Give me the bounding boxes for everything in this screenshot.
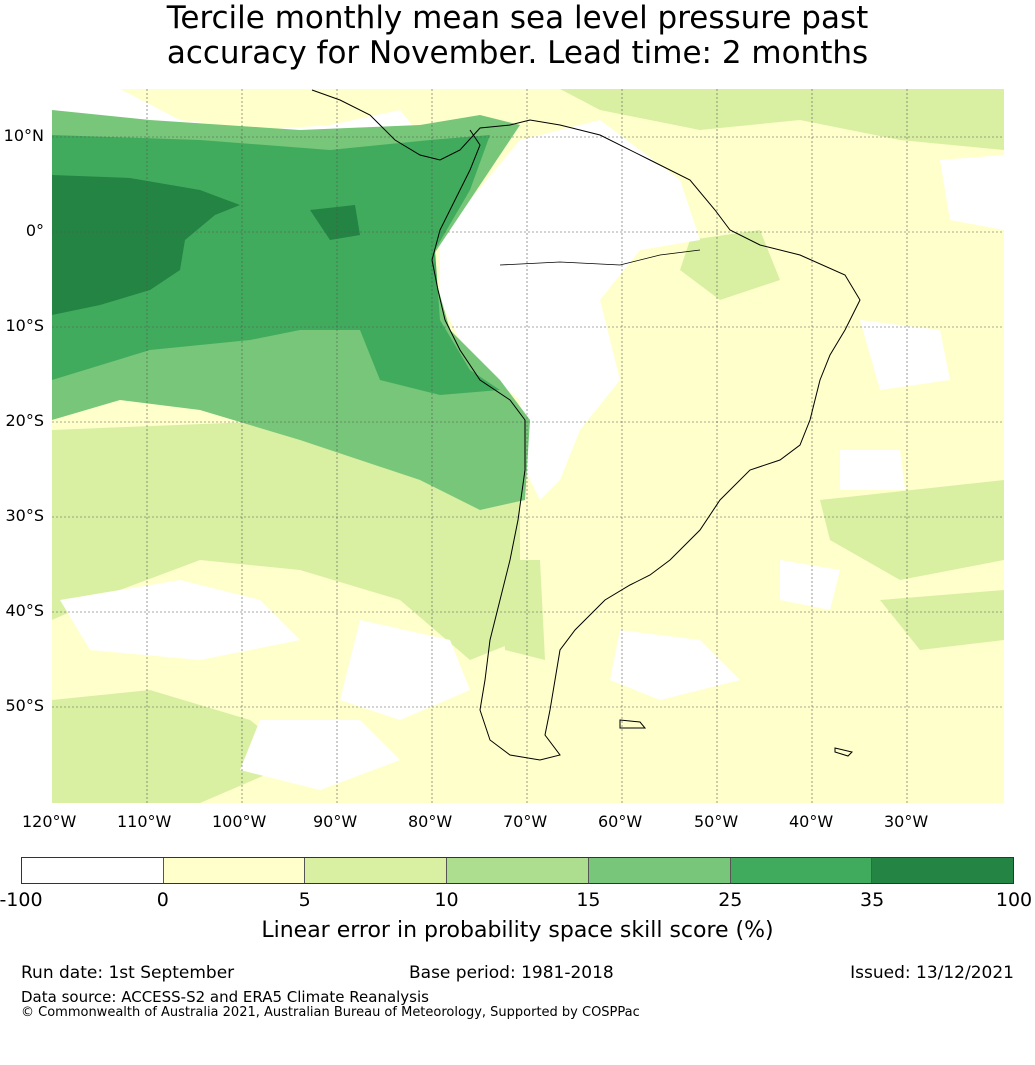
falkland-islands: [619, 719, 647, 729]
colorbar-segment-0: [22, 858, 164, 883]
colorbar-tick-6: 35: [860, 889, 885, 911]
lat-tick-50s: 50°S: [5, 696, 44, 715]
lat-tick-20s: 20°S: [5, 411, 44, 430]
lat-tick-40s: 40°S: [5, 601, 44, 620]
lon-tick-110w: 110°W: [117, 812, 172, 831]
colorbar-tick-0: -100: [0, 889, 43, 911]
colorbar-tick-2: 5: [298, 889, 311, 911]
lon-tick-100w: 100°W: [212, 812, 267, 831]
data-source: Data source: ACCESS-S2 and ERA5 Climate …: [21, 988, 429, 1006]
colorbar-tick-3: 10: [434, 889, 459, 911]
lon-tick-50w: 50°W: [694, 812, 739, 831]
lon-tick-90w: 90°W: [313, 812, 358, 831]
colorbar-tick-4: 15: [576, 889, 601, 911]
south-georgia: [834, 747, 853, 757]
colorbar-segment-2: [305, 858, 448, 883]
run-date: Run date: 1st September: [21, 963, 235, 983]
colorbar-segment-1: [163, 858, 306, 883]
colorbar-segment-5: [730, 858, 873, 883]
map-title-line-1: Tercile monthly mean sea level pressure …: [166, 0, 869, 36]
lat-tick-30s: 30°S: [5, 506, 44, 525]
colorbar-segment-4: [588, 858, 731, 883]
amazon-river: [499, 249, 701, 266]
colorbar-tick-1: 0: [156, 889, 169, 911]
colorbar-segment-3: [447, 858, 589, 883]
map-gridlines: [52, 89, 1004, 803]
skill-patch-35-100: [310, 205, 360, 240]
lat-tick-10s: 10°S: [5, 316, 44, 335]
base-period: Base period: 1981-2018: [409, 963, 614, 983]
colorbar-label: Linear error in probability space skill …: [261, 918, 774, 943]
colorbar-tick-5: 25: [718, 889, 743, 911]
colorbar: [21, 857, 1014, 884]
lon-tick-30w: 30°W: [884, 812, 929, 831]
lon-tick-80w: 80°W: [408, 812, 453, 831]
colorbar-segment-6: [872, 858, 1014, 883]
lat-tick-10n: 10°N: [3, 126, 44, 145]
map-title-line-2: accuracy for November. Lead time: 2 mont…: [166, 35, 869, 71]
lon-tick-70w: 70°W: [503, 812, 548, 831]
south-america-coastline: [311, 89, 861, 761]
skill-band-35-100: [52, 175, 240, 315]
lon-tick-40w: 40°W: [789, 812, 834, 831]
lon-tick-60w: 60°W: [598, 812, 643, 831]
issued-date: Issued: 13/12/2021: [850, 963, 1014, 983]
lon-tick-120w: 120°W: [22, 812, 77, 831]
skill-band-5-10: [52, 89, 1004, 803]
copyright: © Commonwealth of Australia 2021, Austra…: [21, 1005, 640, 1020]
lat-tick-0: 0°: [25, 221, 44, 240]
colorbar-tick-7: 100: [995, 889, 1033, 911]
